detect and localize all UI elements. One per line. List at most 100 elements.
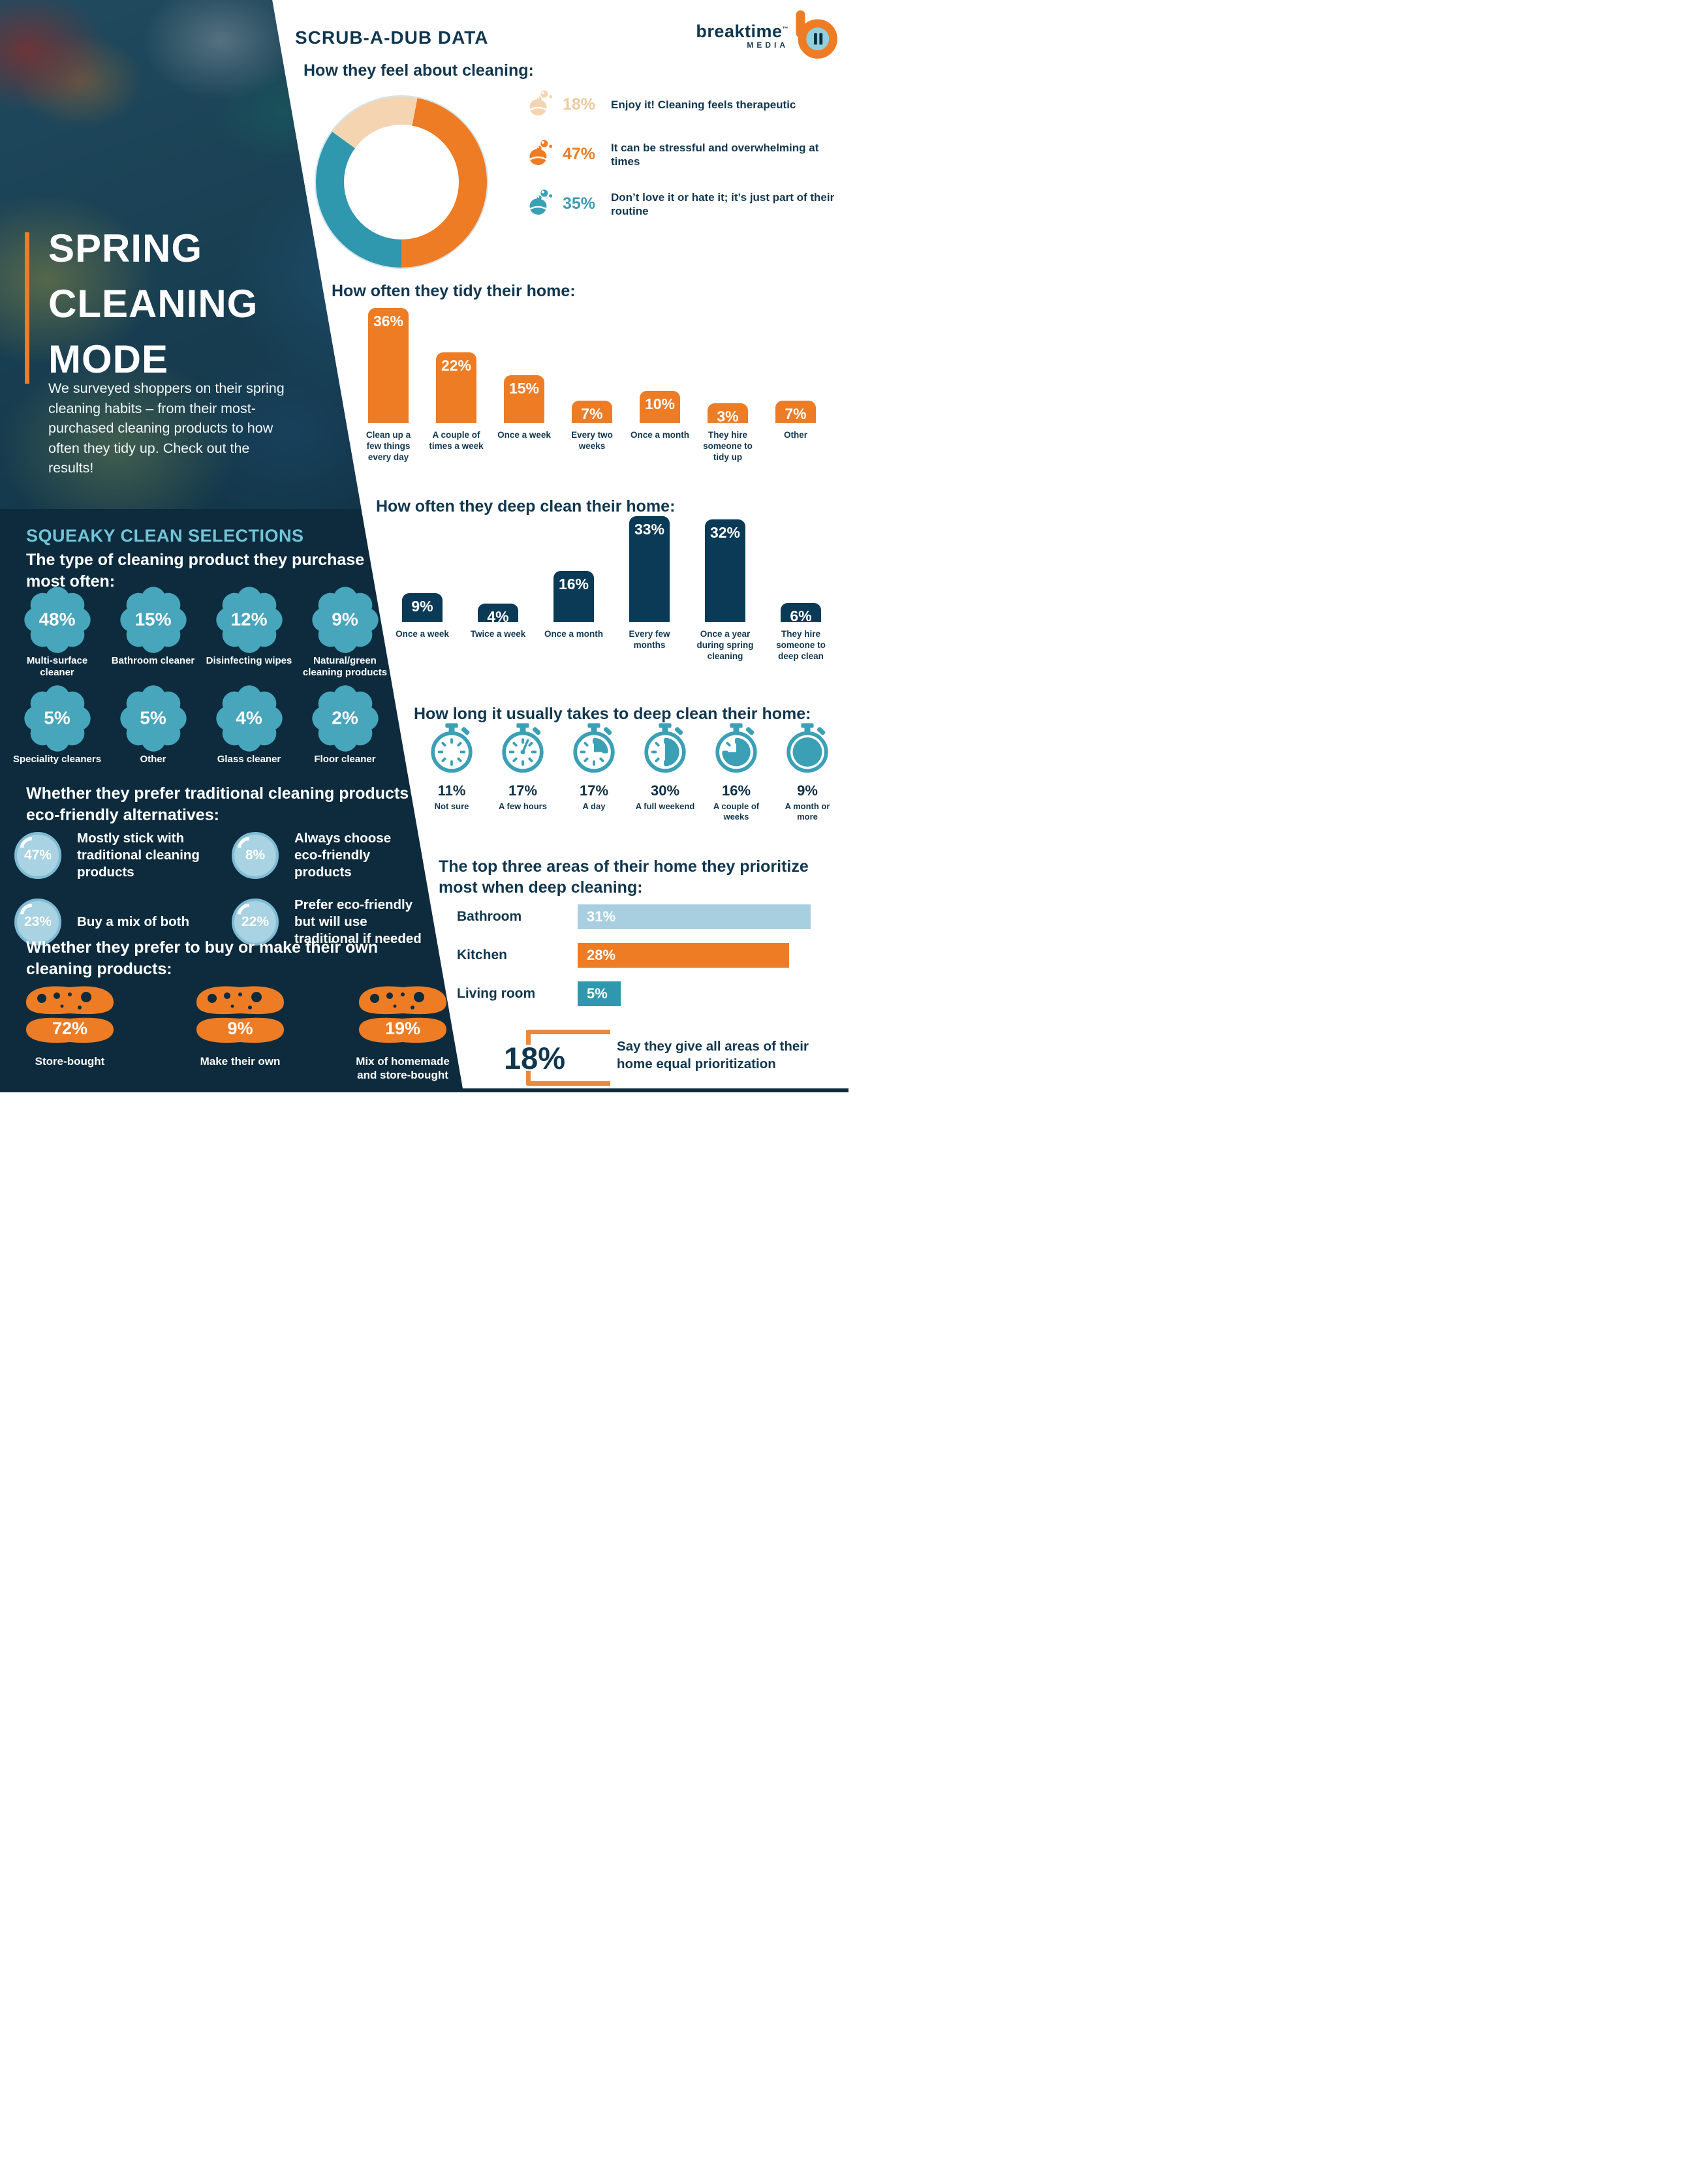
duration-label: A full weekend xyxy=(635,801,695,811)
eco-label: Always choose eco-friendly products xyxy=(294,831,392,880)
eco-percent: 23% xyxy=(23,914,52,929)
infographic-page: SPRING CLEANING MODE We surveyed shopper… xyxy=(0,0,848,1092)
diy-label: Mix of homemade and store-bought xyxy=(356,1055,450,1081)
stopwatch-item: 30% A full weekend xyxy=(631,723,699,822)
legend-item: 35% Don’t love it or hate it; it’s just … xyxy=(526,188,841,220)
section-title-scrub-a-dub: SCRUB-A-DUB DATA xyxy=(295,27,489,48)
bar-column: 22% A couple of times a week xyxy=(424,304,489,463)
bar-value: 36% xyxy=(373,312,404,330)
deep-clean-frequency-chart: 9% Once a week 4% Twice a week 16% Once … xyxy=(386,514,837,662)
duration-label: A day xyxy=(582,801,606,811)
eco-label: Prefer eco-friendly but will use traditi… xyxy=(294,897,422,946)
duration-percent: 17% xyxy=(508,782,538,799)
eco-percent: 47% xyxy=(23,848,52,863)
stopwatch-item: 11% Not sure xyxy=(418,723,486,822)
legend-label: It can be stressful and overwhelming at … xyxy=(611,141,819,168)
bar: 33% xyxy=(629,516,670,622)
legend-percent: 35% xyxy=(563,194,596,213)
donut-chart-feelings xyxy=(316,97,487,268)
duration-label: Not sure xyxy=(434,801,469,811)
bar-column: 32% Once a year during spring cleaning xyxy=(689,514,761,662)
bar: 7% xyxy=(572,400,612,423)
product-label: Glass cleaner xyxy=(217,754,281,765)
product-type-item: 48% Multi-surface cleaner xyxy=(9,586,105,679)
stopwatch-icon xyxy=(573,723,615,778)
area-label: Living room xyxy=(457,986,536,1001)
eco-item: 8% Always choose eco-friendly products xyxy=(232,830,415,881)
bar: 16% xyxy=(553,570,594,622)
bar-value: 33% xyxy=(634,521,665,538)
bar-label: Every few months xyxy=(629,629,670,650)
product-type-chart: 48% Multi-surface cleaner 15% Bathroom c… xyxy=(9,586,393,765)
diy-label: Make their own xyxy=(200,1055,281,1068)
product-type-item: 4% Glass cleaner xyxy=(201,684,297,765)
stopwatch-icon xyxy=(431,723,473,778)
flower-splat-icon: 12% xyxy=(215,586,283,654)
brand-sub: MEDIA xyxy=(747,40,788,50)
bar-value: 16% xyxy=(558,575,589,592)
product-label: Disinfecting wipes xyxy=(206,655,292,666)
bar-column: 4% Twice a week xyxy=(462,514,534,662)
bar-column: 7% Every two weeks xyxy=(559,304,625,463)
orange-bracket xyxy=(526,1030,610,1086)
bar: 9% xyxy=(402,592,443,622)
bar-label: Once a year during spring cleaning xyxy=(696,629,754,661)
tidy-frequency-chart: 36% Clean up a few things every day 22% … xyxy=(356,304,828,463)
bar-column: 33% Every few months xyxy=(614,514,685,662)
duration-label: A month or more xyxy=(785,801,830,822)
bar-value: 32% xyxy=(709,524,741,542)
bar-column: 7% Other xyxy=(763,304,828,463)
bar-value: 7% xyxy=(785,405,807,422)
bar-label: Once a week xyxy=(396,629,449,639)
eco-item: 22% Prefer eco-friendly but will use tra… xyxy=(232,897,435,947)
product-type-item: 2% Floor cleaner xyxy=(297,684,393,765)
product-label: Natural/green cleaning products xyxy=(302,655,388,678)
eco-percent: 22% xyxy=(241,914,270,929)
bar-label: Once a month xyxy=(544,629,603,639)
area-bar: 31% xyxy=(578,904,811,929)
bubble-icon: 23% xyxy=(14,899,61,946)
bar-column: 6% They hire someone to deep clean xyxy=(765,514,837,662)
eco-label: Mostly stick with traditional cleaning p… xyxy=(77,831,200,880)
bar-label: Other xyxy=(783,430,807,440)
product-type-item: 5% Speciality cleaners xyxy=(9,684,105,765)
bar-value: 6% xyxy=(790,607,812,624)
stopwatch-item: 9% A month or more xyxy=(773,723,841,822)
callout-text: Say they give all areas of their home eq… xyxy=(617,1039,809,1071)
bar-value: 3% xyxy=(717,408,739,425)
sponge-icon: 72% xyxy=(21,980,119,1045)
duration-percent: 11% xyxy=(437,782,466,799)
bar-label: Twice a week xyxy=(470,629,526,639)
bar-value: 9% xyxy=(411,597,433,615)
product-type-item: 9% Natural/green cleaning products xyxy=(297,586,393,679)
bar-column: 36% Clean up a few things every day xyxy=(356,304,421,463)
equal-priority-callout: 18% Say they give all areas of their hom… xyxy=(496,1026,835,1091)
bubble-icon: 22% xyxy=(232,899,279,946)
duration-label: A few hours xyxy=(499,801,547,811)
stopwatch-item: 16% A couple of weeks xyxy=(702,723,770,822)
sponge-icon: 19% xyxy=(354,980,452,1045)
bar: 4% xyxy=(478,604,518,625)
area-bar: 28% xyxy=(578,943,789,968)
diy-percent: 72% xyxy=(52,1019,88,1038)
duration-percent: 17% xyxy=(579,782,609,799)
bar: 15% xyxy=(504,375,544,423)
heading-deep-clean-frequency: How often they deep clean their home: xyxy=(376,497,676,515)
diy-percent: 9% xyxy=(227,1019,253,1038)
product-label: Bathroom cleaner xyxy=(111,655,195,666)
flower-splat-icon: 5% xyxy=(23,684,91,752)
bar: 22% xyxy=(436,352,476,423)
priority-areas-chart: Bathroom 31% Kitchen 28% Living room 5% xyxy=(457,904,842,1020)
heading-tidy-frequency: How often they tidy their home: xyxy=(332,282,576,300)
bottom-border xyxy=(0,1088,848,1092)
area-row: Kitchen 28% xyxy=(457,943,842,968)
bar: 32% xyxy=(705,519,745,622)
stopwatch-icon xyxy=(786,723,828,778)
area-row: Living room 5% xyxy=(457,981,842,1006)
diy-item: 19% Mix of homemade and store-bought xyxy=(347,980,458,1082)
eco-item: 47% Mostly stick with traditional cleani… xyxy=(14,830,232,881)
deep-clean-duration-chart: 11% Not sure 17% A few hours 17% A day 3… xyxy=(418,723,841,822)
product-label: Floor cleaner xyxy=(314,754,376,765)
product-type-item: 15% Bathroom cleaner xyxy=(105,586,201,679)
flower-splat-icon: 5% xyxy=(119,684,187,752)
